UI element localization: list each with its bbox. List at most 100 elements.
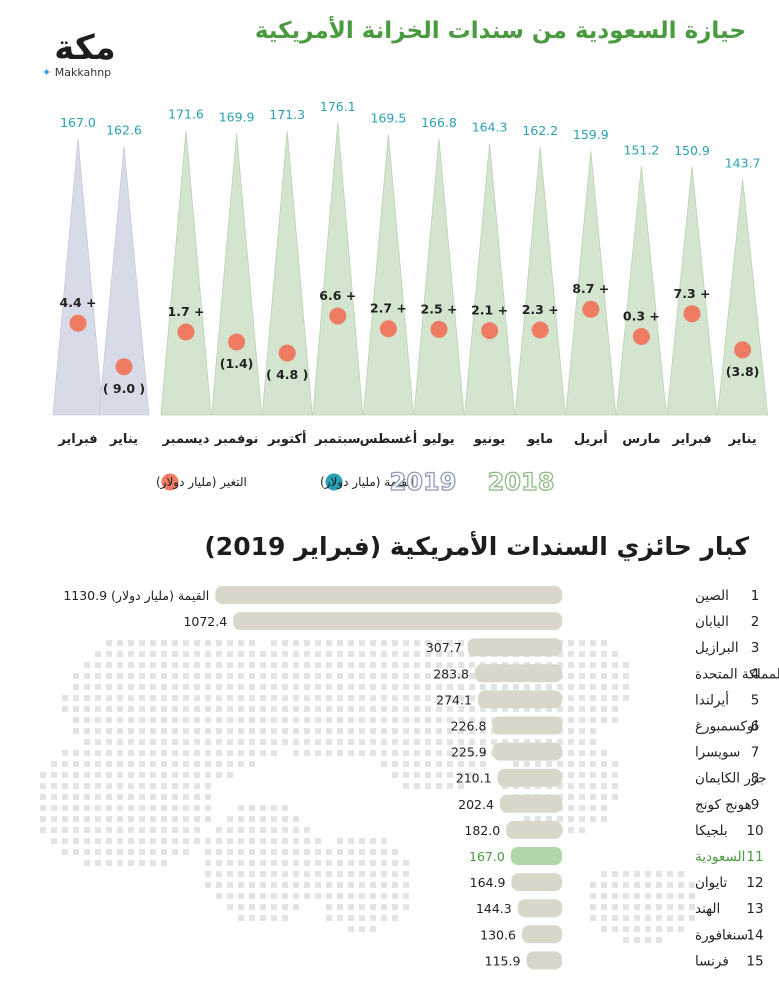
map-dot: [667, 893, 673, 899]
map-dot: [579, 783, 585, 789]
map-dot: [326, 673, 332, 679]
map-dot: [293, 706, 299, 712]
map-dot: [667, 871, 673, 877]
holder-value-label: 202.4: [458, 797, 494, 812]
map-dot: [326, 849, 332, 855]
map-dot: [436, 717, 442, 723]
map-dot: [106, 860, 112, 866]
map-dot: [249, 750, 255, 756]
map-dot: [161, 706, 167, 712]
spike-bar: [464, 143, 516, 416]
map-dot: [260, 882, 266, 888]
map-dot: [359, 695, 365, 701]
map-dot: [183, 750, 189, 756]
map-dot: [194, 673, 200, 679]
map-dot: [337, 904, 343, 910]
spike-bar: [312, 122, 364, 416]
map-dot: [381, 893, 387, 899]
map-dot: [282, 706, 288, 712]
map-dot: [579, 684, 585, 690]
map-dot: [183, 728, 189, 734]
holder-bar: [474, 664, 562, 683]
map-dot: [689, 893, 695, 899]
spike-bar: [666, 166, 718, 416]
map-dot: [216, 772, 222, 778]
map-dot: [139, 739, 145, 745]
map-dot: [205, 849, 211, 855]
map-dot: [579, 827, 585, 833]
change-dot: [115, 358, 133, 376]
holder-country-label: بلجيكا: [695, 823, 728, 839]
map-dot: [425, 739, 431, 745]
map-dot: [271, 915, 277, 921]
map-dot: [161, 827, 167, 833]
holder-rank-label: 4: [751, 666, 760, 682]
spike-bar: [717, 179, 769, 416]
map-dot: [238, 640, 244, 646]
map-dot: [128, 816, 134, 822]
map-dot: [458, 651, 464, 657]
map-dot: [150, 750, 156, 756]
map-dot: [84, 706, 90, 712]
holder-country-label: أيرلندا: [695, 690, 729, 708]
map-dot: [447, 662, 453, 668]
map-dot: [271, 893, 277, 899]
map-dot: [469, 706, 475, 712]
map-dot: [227, 827, 233, 833]
map-dot: [359, 750, 365, 756]
map-dot: [62, 695, 68, 701]
map-dot: [414, 739, 420, 745]
map-dot: [557, 706, 563, 712]
map-dot: [183, 684, 189, 690]
holder-value-label: 226.8: [451, 719, 487, 734]
map-dot: [447, 728, 453, 734]
map-dot: [227, 673, 233, 679]
holder-rank-label: 12: [746, 875, 763, 891]
map-dot: [161, 739, 167, 745]
map-dot: [568, 827, 574, 833]
map-dot: [568, 772, 574, 778]
map-dot: [216, 739, 222, 745]
map-dot: [216, 684, 222, 690]
map-dot: [139, 695, 145, 701]
map-dot: [337, 915, 343, 921]
map-dot: [161, 860, 167, 866]
month-label: فبراير: [57, 432, 97, 447]
map-dot: [359, 926, 365, 932]
map-dot: [128, 750, 134, 756]
map-dot: [425, 651, 431, 657]
map-dot: [117, 651, 123, 657]
map-dot: [568, 750, 574, 756]
map-dot: [447, 684, 453, 690]
map-dot: [51, 827, 57, 833]
map-dot: [238, 739, 244, 745]
holder-value-label: 182.0: [464, 823, 500, 838]
map-dot: [238, 706, 244, 712]
map-dot: [106, 794, 112, 800]
map-dot: [557, 816, 563, 822]
map-dot: [337, 651, 343, 657]
map-dot: [95, 838, 101, 844]
map-dot: [502, 739, 508, 745]
map-dot: [293, 838, 299, 844]
map-dot: [293, 750, 299, 756]
map-dot: [513, 739, 519, 745]
map-dot: [381, 849, 387, 855]
map-dot: [370, 739, 376, 745]
map-dot: [183, 640, 189, 646]
map-dot: [590, 673, 596, 679]
map-dot: [447, 761, 453, 767]
map-dot: [612, 717, 618, 723]
map-dot: [315, 750, 321, 756]
change-label: 2.3 +: [522, 302, 559, 317]
map-dot: [370, 673, 376, 679]
map-dot: [194, 827, 200, 833]
map-dot: [150, 640, 156, 646]
map-dot: [414, 706, 420, 712]
map-dot: [557, 761, 563, 767]
map-dot: [337, 739, 343, 745]
map-dot: [117, 827, 123, 833]
map-dot: [73, 684, 79, 690]
map-dot: [51, 838, 57, 844]
map-dot: [326, 860, 332, 866]
